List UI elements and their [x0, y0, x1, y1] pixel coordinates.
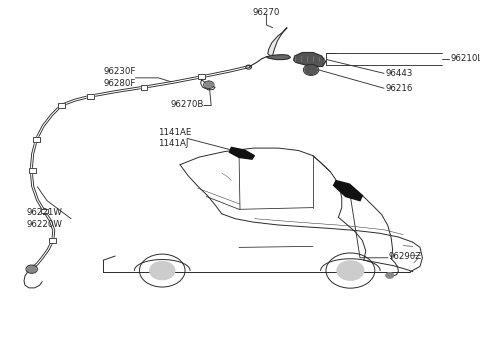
Circle shape	[27, 266, 36, 272]
Bar	[33, 137, 40, 142]
Bar	[58, 103, 65, 108]
Circle shape	[337, 261, 364, 280]
Bar	[41, 209, 48, 213]
Bar	[141, 85, 147, 90]
Text: 96270B: 96270B	[170, 100, 204, 109]
Bar	[33, 137, 40, 142]
Bar	[87, 94, 94, 99]
Text: 96216: 96216	[385, 84, 413, 93]
Bar	[198, 74, 205, 79]
Polygon shape	[266, 55, 290, 60]
Text: 96221W: 96221W	[26, 208, 62, 217]
Text: 96280F: 96280F	[103, 79, 135, 88]
Circle shape	[386, 273, 394, 278]
Polygon shape	[334, 181, 362, 201]
Bar	[29, 168, 36, 173]
Text: 96210L: 96210L	[450, 54, 480, 63]
Circle shape	[205, 82, 213, 88]
Circle shape	[305, 65, 317, 74]
Polygon shape	[294, 53, 325, 66]
Text: 96270: 96270	[252, 8, 280, 17]
Bar	[49, 238, 56, 243]
Bar	[198, 74, 205, 79]
Circle shape	[150, 262, 175, 280]
Text: 1141AJ: 1141AJ	[158, 139, 189, 148]
Text: 1141AE: 1141AE	[158, 128, 192, 137]
Text: 96290Z: 96290Z	[389, 252, 422, 261]
Bar	[58, 103, 65, 108]
Text: 96230F: 96230F	[103, 67, 135, 76]
Text: 96220W: 96220W	[26, 220, 62, 229]
Bar	[141, 85, 147, 90]
Bar	[87, 94, 94, 99]
Text: 96443: 96443	[385, 69, 413, 78]
Polygon shape	[229, 147, 254, 159]
Polygon shape	[268, 28, 287, 55]
Bar	[41, 209, 48, 213]
Bar	[49, 238, 56, 243]
Bar	[29, 168, 36, 173]
